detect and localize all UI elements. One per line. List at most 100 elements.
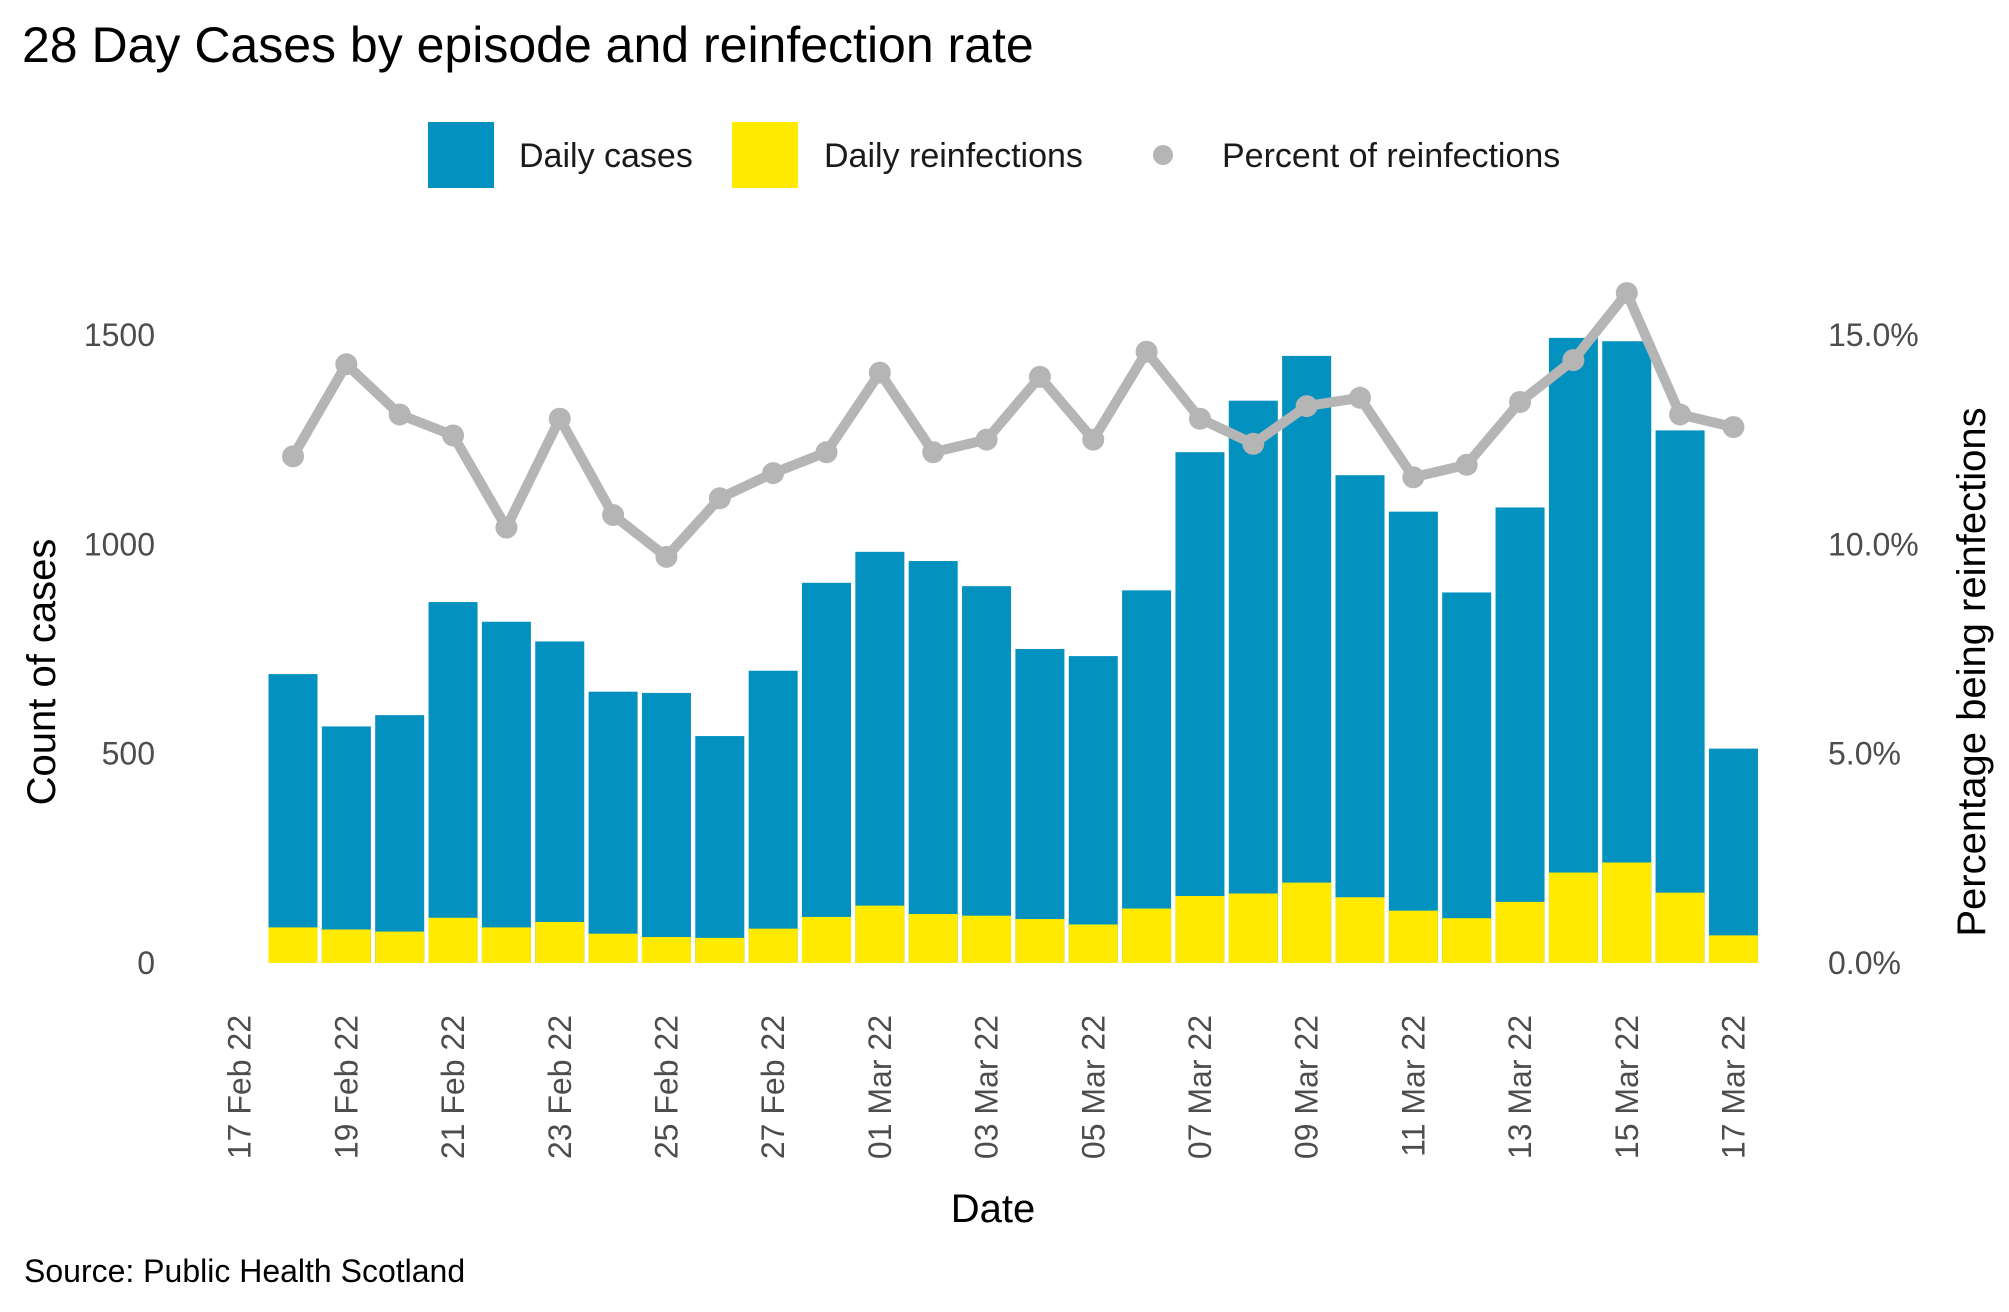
x-tick-label: 25 Feb 22: [649, 1015, 685, 1159]
point-percent-of-reinfections: [1509, 390, 1532, 413]
bar-daily-cases: [802, 582, 851, 963]
x-tick-label: 07 Mar 22: [1182, 1015, 1218, 1159]
bar-daily-cases: [1602, 341, 1652, 964]
point-percent-of-reinfections: [1615, 282, 1638, 305]
bar-daily-reinfections: [428, 917, 478, 963]
point-percent-of-reinfections: [815, 441, 838, 464]
x-axis: 17 Feb 22 19 Feb 22 21 Feb 22 23 Feb 22 25 F…: [222, 1015, 1752, 1159]
x-tick-label: 03 Mar 22: [969, 1015, 1005, 1159]
bar-daily-reinfections: [375, 931, 425, 963]
bar-daily-cases: [1335, 475, 1385, 963]
bar-daily-reinfections: [1388, 910, 1438, 963]
bar-daily-reinfections: [748, 928, 798, 963]
point-percent-of-reinfections: [282, 445, 304, 468]
source-caption: Source: Public Health Scotland: [24, 1253, 465, 1289]
bar-daily-cases: [375, 715, 425, 963]
bar-daily-reinfections: [1548, 872, 1598, 963]
point-percent-of-reinfections: [442, 424, 465, 447]
y-tick-label: 500: [102, 736, 155, 772]
legend-swatch-daily-reinfections: [732, 122, 798, 188]
bar-daily-reinfections: [1495, 901, 1545, 963]
y2-axis-title: Percentage being reinfections: [1950, 407, 1994, 936]
point-percent-of-reinfections: [335, 353, 358, 376]
bar-daily-reinfections: [1708, 935, 1758, 963]
point-percent-of-reinfections: [388, 403, 411, 426]
point-percent-of-reinfections: [868, 361, 891, 384]
bar-daily-cases: [1282, 355, 1332, 963]
point-percent-of-reinfections: [655, 545, 678, 568]
bar-daily-cases: [1548, 337, 1598, 964]
bar-daily-cases: [535, 641, 585, 963]
legend-swatch-daily-cases: [428, 122, 494, 188]
legend: Daily cases Daily reinfections Percent o…: [428, 122, 1560, 188]
x-tick-label: 05 Mar 22: [1075, 1015, 1111, 1159]
bar-daily-cases: [1175, 452, 1225, 963]
bar-daily-reinfections: [588, 933, 638, 963]
y-axis-right: 0.0% 5.0% 10.0% 15.0%: [1828, 317, 1919, 981]
y-axis-left: 0 500 1000 1500: [84, 317, 155, 981]
x-axis-title: Date: [951, 1187, 1036, 1231]
point-percent-of-reinfections: [1669, 403, 1692, 426]
x-tick-label: 19 Feb 22: [328, 1015, 364, 1159]
point-percent-of-reinfections: [1028, 365, 1051, 388]
bar-daily-reinfections: [1655, 892, 1705, 963]
bar-daily-reinfections: [1068, 924, 1118, 963]
point-percent-of-reinfections: [1135, 340, 1158, 363]
bar-daily-cases: [1068, 656, 1118, 963]
point-percent-of-reinfections: [1082, 428, 1105, 451]
x-tick-label: 17 Feb 22: [222, 1015, 258, 1159]
y2-tick-label: 15.0%: [1828, 317, 1919, 353]
bar-daily-reinfections: [321, 929, 371, 963]
bars: [268, 337, 1758, 964]
point-percent-of-reinfections: [548, 407, 571, 430]
bar-daily-cases: [1228, 400, 1278, 963]
point-percent-of-reinfections: [1455, 453, 1478, 476]
bar-daily-cases: [1388, 511, 1438, 963]
point-percent-of-reinfections: [1188, 407, 1211, 430]
bar-daily-reinfections: [481, 927, 531, 963]
bar-daily-cases: [1708, 748, 1758, 963]
bar-daily-cases: [1655, 430, 1705, 964]
x-tick-label: 13 Mar 22: [1502, 1015, 1538, 1159]
y-tick-label: 1000: [84, 526, 155, 562]
bar-daily-cases: [695, 736, 745, 963]
bar-daily-reinfections: [1175, 896, 1225, 963]
bar-daily-reinfections: [535, 921, 585, 963]
x-tick-label: 01 Mar 22: [862, 1015, 898, 1159]
legend-label-daily-reinfections: Daily reinfections: [824, 137, 1083, 175]
y2-tick-label: 5.0%: [1828, 736, 1901, 772]
bar-daily-reinfections: [1015, 919, 1065, 963]
point-percent-of-reinfections: [922, 441, 945, 464]
x-tick-label: 15 Mar 22: [1609, 1015, 1645, 1159]
bar-daily-cases: [855, 551, 905, 963]
bar-daily-cases: [1442, 592, 1492, 963]
bar-daily-reinfections: [1335, 897, 1385, 963]
bar-daily-reinfections: [1122, 908, 1172, 963]
bar-daily-cases: [588, 691, 638, 963]
point-percent-of-reinfections: [708, 487, 731, 510]
point-percent-of-reinfections: [602, 503, 625, 526]
legend-swatch-percent-of-reinfections: [1153, 145, 1173, 165]
bar-daily-reinfections: [695, 937, 745, 963]
legend-label-daily-cases: Daily cases: [519, 137, 693, 175]
y-axis-title: Count of cases: [20, 539, 64, 806]
point-percent-of-reinfections: [1242, 432, 1265, 455]
bar-daily-reinfections: [802, 916, 851, 963]
bar-daily-reinfections: [962, 915, 1012, 963]
x-tick-label: 09 Mar 22: [1289, 1015, 1325, 1159]
bar-daily-reinfections: [1228, 893, 1278, 963]
y-tick-label: 1500: [84, 317, 155, 353]
bar-daily-reinfections: [855, 905, 905, 963]
reinfection-line: [282, 282, 1745, 568]
point-percent-of-reinfections: [762, 462, 785, 485]
bar-daily-reinfections: [641, 937, 691, 963]
chart-title: 28 Day Cases by episode and reinfection …: [22, 17, 1034, 73]
point-percent-of-reinfections: [1295, 395, 1318, 418]
bar-daily-cases: [641, 692, 691, 963]
y2-tick-label: 0.0%: [1828, 945, 1901, 981]
x-tick-label: 21 Feb 22: [435, 1015, 471, 1159]
bar-daily-cases: [748, 670, 798, 963]
x-tick-label: 23 Feb 22: [542, 1015, 578, 1159]
bar-daily-cases: [1015, 648, 1065, 963]
